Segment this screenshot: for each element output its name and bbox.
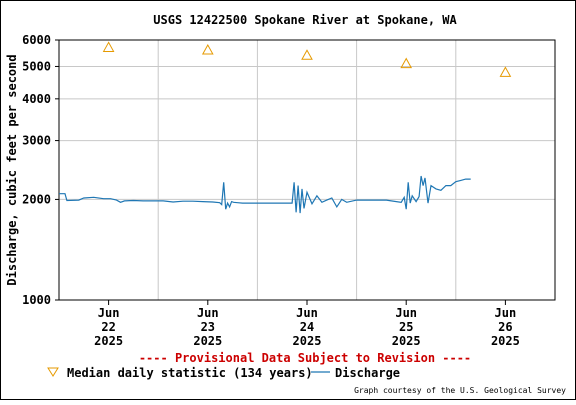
median-point-3 <box>400 57 413 69</box>
median-point-2 <box>301 49 313 60</box>
median-point-4 <box>499 66 512 77</box>
legend-triangle-icon <box>47 367 59 377</box>
provisional-notice: ---- Provisional Data Subject to Revisio… <box>139 351 471 365</box>
x-tick-label-3-2: 2025 <box>392 334 421 348</box>
x-tick-label-2-1: 24 <box>300 320 314 334</box>
y-tick-label-5: 6000 <box>22 33 51 47</box>
x-tick-label-4-0: Jun <box>495 306 517 320</box>
y-tick-label-3: 4000 <box>22 92 51 106</box>
x-tick-label-1-2: 2025 <box>193 334 222 348</box>
credit-text: Graph courtesy of the U.S. Geological Su… <box>354 386 566 395</box>
x-tick-label-2-2: 2025 <box>293 334 322 348</box>
median-point-0 <box>102 41 115 52</box>
legend-discharge-label: Discharge <box>335 366 400 380</box>
y-tick-label-1: 2000 <box>22 192 51 206</box>
x-tick-label-0-1: 22 <box>101 320 115 334</box>
x-tick-label-1-1: 23 <box>201 320 215 334</box>
x-tick-label-1-0: Jun <box>197 306 219 320</box>
legend: Median daily statistic (134 years) Disch… <box>47 366 400 380</box>
x-tick-label-3-1: 25 <box>399 320 413 334</box>
y-axis-label: Discharge, cubic feet per second <box>5 54 19 285</box>
chart-title: USGS 12422500 Spokane River at Spokane, … <box>153 13 457 27</box>
x-tick-label-2-0: Jun <box>296 306 318 320</box>
y-tick-label-0: 1000 <box>22 293 51 307</box>
y-tick-label-4: 5000 <box>22 59 51 73</box>
discharge-line <box>59 175 471 214</box>
x-tick-label-4-2: 2025 <box>491 334 520 348</box>
y-tick-label-2: 3000 <box>22 134 51 148</box>
median-point-1 <box>201 43 214 55</box>
x-tick-label-0-2: 2025 <box>94 334 123 348</box>
x-tick-label-0-0: Jun <box>98 306 120 320</box>
legend-median-label: Median daily statistic (134 years) <box>67 366 313 380</box>
x-tick-label-3-0: Jun <box>395 306 417 320</box>
x-tick-label-4-1: 26 <box>498 320 512 334</box>
plot-area: 100020003000400050006000Jun222025Jun2320… <box>22 33 556 348</box>
